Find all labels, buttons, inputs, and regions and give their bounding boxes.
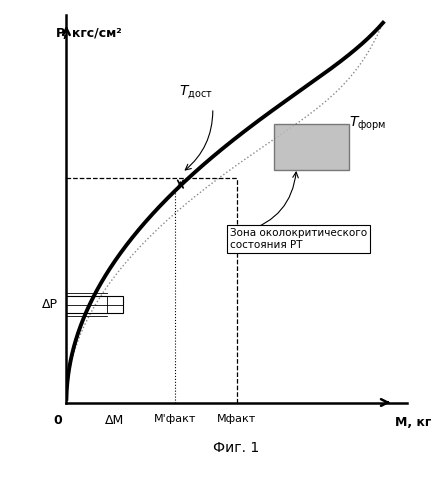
Text: ΔP: ΔP — [42, 298, 58, 311]
Text: M'факт: M'факт — [154, 414, 197, 424]
Text: M, кг: M, кг — [395, 416, 431, 429]
Text: P, кгс/см²: P, кгс/см² — [56, 26, 122, 40]
Text: $T_{\rm \sf форм}$: $T_{\rm \sf форм}$ — [349, 114, 386, 132]
Text: Фиг. 1: Фиг. 1 — [214, 441, 260, 455]
Text: $T_{\rm \sf дост}$: $T_{\rm \sf дост}$ — [179, 84, 213, 102]
Text: Зона околокритического
состояния РТ: Зона околокритического состояния РТ — [230, 228, 367, 250]
Bar — [66, 296, 123, 314]
Text: ΔM: ΔM — [105, 414, 124, 427]
Text: 0: 0 — [54, 414, 62, 427]
Text: Mфакт: Mфакт — [217, 414, 256, 424]
Bar — [274, 124, 349, 170]
